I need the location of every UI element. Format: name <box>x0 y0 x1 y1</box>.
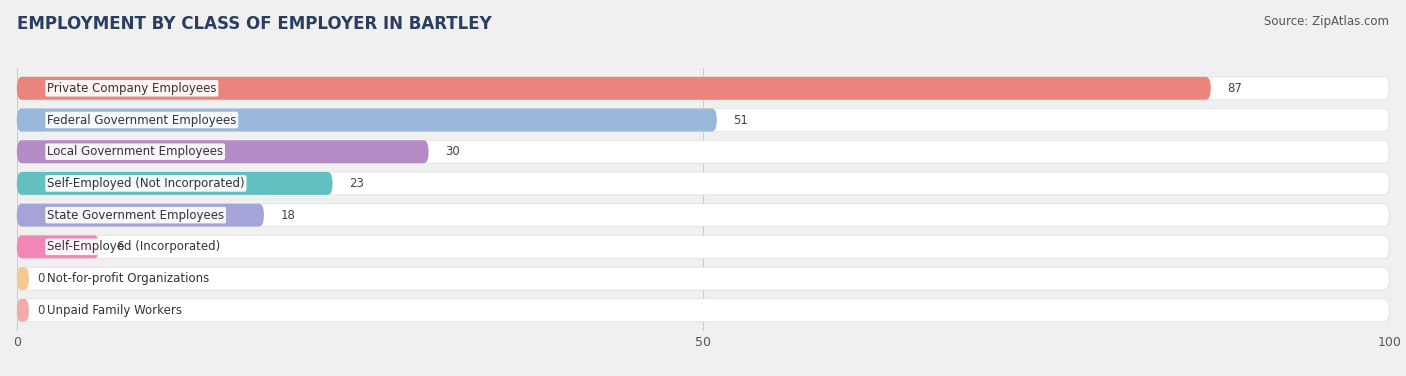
FancyBboxPatch shape <box>17 109 717 132</box>
FancyBboxPatch shape <box>17 140 429 163</box>
FancyBboxPatch shape <box>17 109 1389 132</box>
Text: Self-Employed (Not Incorporated): Self-Employed (Not Incorporated) <box>46 177 245 190</box>
FancyBboxPatch shape <box>17 77 1389 100</box>
FancyBboxPatch shape <box>17 267 30 290</box>
FancyBboxPatch shape <box>17 172 332 195</box>
Text: Private Company Employees: Private Company Employees <box>46 82 217 95</box>
Text: 30: 30 <box>446 145 460 158</box>
Text: Self-Employed (Incorporated): Self-Employed (Incorporated) <box>46 240 221 253</box>
FancyBboxPatch shape <box>17 267 1389 290</box>
Text: 0: 0 <box>38 304 45 317</box>
Text: EMPLOYMENT BY CLASS OF EMPLOYER IN BARTLEY: EMPLOYMENT BY CLASS OF EMPLOYER IN BARTL… <box>17 15 492 33</box>
Text: 6: 6 <box>115 240 124 253</box>
Text: 51: 51 <box>733 114 748 126</box>
Text: 23: 23 <box>349 177 364 190</box>
Text: 87: 87 <box>1227 82 1241 95</box>
Text: State Government Employees: State Government Employees <box>46 209 224 221</box>
FancyBboxPatch shape <box>17 235 1389 258</box>
FancyBboxPatch shape <box>17 204 1389 227</box>
Text: Unpaid Family Workers: Unpaid Family Workers <box>46 304 181 317</box>
Text: Not-for-profit Organizations: Not-for-profit Organizations <box>46 272 209 285</box>
FancyBboxPatch shape <box>17 204 264 227</box>
FancyBboxPatch shape <box>17 299 30 322</box>
Text: 18: 18 <box>280 209 295 221</box>
Text: Source: ZipAtlas.com: Source: ZipAtlas.com <box>1264 15 1389 28</box>
Text: 0: 0 <box>38 272 45 285</box>
FancyBboxPatch shape <box>17 235 100 258</box>
Text: Local Government Employees: Local Government Employees <box>46 145 224 158</box>
FancyBboxPatch shape <box>17 299 1389 322</box>
FancyBboxPatch shape <box>17 172 1389 195</box>
FancyBboxPatch shape <box>17 77 1211 100</box>
Text: Federal Government Employees: Federal Government Employees <box>46 114 236 126</box>
FancyBboxPatch shape <box>17 140 1389 163</box>
